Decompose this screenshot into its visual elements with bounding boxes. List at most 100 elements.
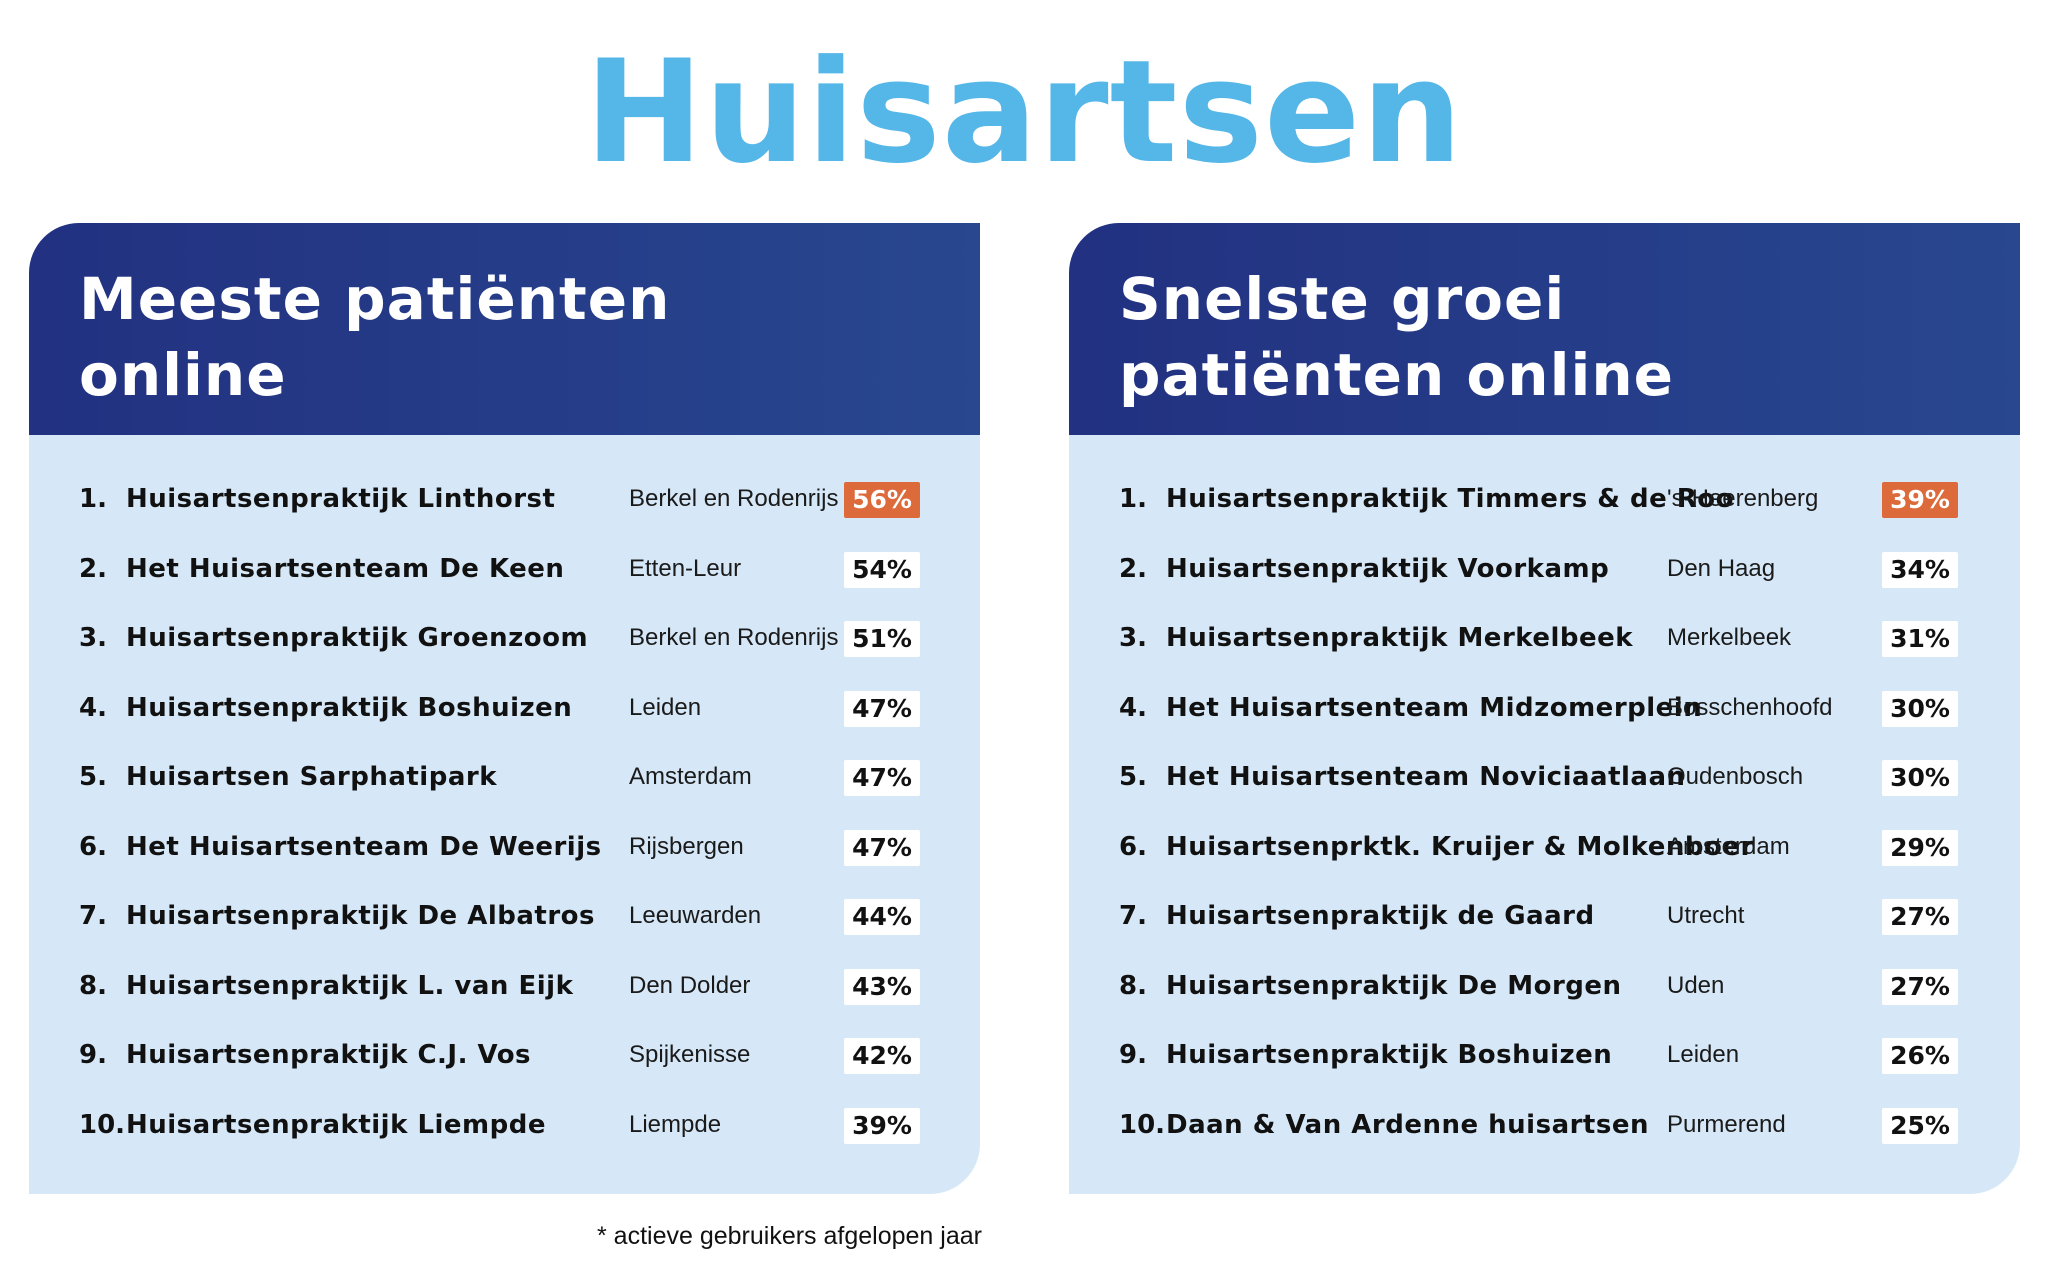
- ranking-row: 8. Huisartsenpraktijk De Morgen Uden 27%: [1069, 956, 2020, 1016]
- city-name: Den Haag: [1667, 554, 1776, 582]
- practice-name: Het Huisartsenteam De Keen: [126, 553, 565, 584]
- ranking-row: 9. Huisartsenpraktijk Boshuizen Leiden 26%: [1069, 1025, 2020, 1085]
- practice-name: Huisartsenpraktijk De Albatros: [126, 901, 595, 931]
- practice-name: Huisartsenpraktijk Groenzoom: [126, 623, 589, 653]
- rank-number: 7.: [79, 901, 107, 931]
- panel-header: Meeste patiënten online: [29, 223, 980, 435]
- percentage-badge: 44%: [844, 899, 920, 935]
- practice-name: Huisartsen Sarphatipark: [126, 762, 497, 792]
- percentage-badge: 30%: [1882, 690, 1958, 727]
- practice-name: Het Huisartsenteam Midzomerplein: [1166, 692, 1703, 723]
- rank-number: 8.: [1119, 970, 1147, 1001]
- city-name: Leiden: [629, 693, 702, 721]
- panel-title: Meeste patiënten online: [79, 261, 670, 413]
- percentage-badge: 42%: [844, 1038, 920, 1074]
- practice-name: Huisartsenpraktijk De Morgen: [1166, 970, 1622, 1001]
- practice-name: Huisartsenpraktijk Timmers & de Roo: [1166, 484, 1735, 514]
- percentage-badge: 25%: [1882, 1107, 1958, 1144]
- panel-fastest-growth: Snelste groei patiënten online 1. Huisart…: [1069, 223, 2020, 1194]
- percentage-badge: 30%: [1882, 760, 1958, 796]
- percentage-badge: 51%: [844, 621, 920, 657]
- percentage-badge: 54%: [844, 551, 920, 588]
- city-name: Leiden: [1667, 1041, 1740, 1068]
- rank-number: 7.: [1119, 901, 1147, 931]
- panel-most-patients: Meeste patiënten online 1. Huisartsenprak…: [29, 223, 980, 1194]
- rank-number: 8.: [79, 970, 107, 1001]
- ranking-row: 1. Huisartsenpraktijk Linthorst Berkel en …: [29, 469, 980, 529]
- percentage-badge: 39%: [844, 1107, 920, 1144]
- rank-number: 5.: [79, 762, 107, 792]
- city-name: Spijkenisse: [629, 1041, 751, 1068]
- practice-name: Huisartsenpraktijk Voorkamp: [1166, 553, 1610, 584]
- practice-name: Daan & Van Ardenne huisartsen: [1166, 1109, 1649, 1140]
- rank-number: 10.: [79, 1109, 126, 1140]
- panel-header: Snelste groei patiënten online: [1069, 223, 2020, 435]
- percentage-badge: 27%: [1882, 968, 1958, 1005]
- ranking-row: 2. Het Huisartsenteam De Keen Etten-Leur 54…: [29, 539, 980, 599]
- rank-number: 4.: [79, 692, 107, 723]
- practice-name: Huisartsenpraktijk Linthorst: [126, 484, 556, 514]
- percentage-badge: 47%: [844, 690, 920, 727]
- practice-name: Huisartsenpraktijk Liempde: [126, 1109, 546, 1140]
- city-name: Den Dolder: [629, 971, 751, 999]
- ranking-row: 1. Huisartsenpraktijk Timmers & de Roo's-…: [1069, 469, 2020, 529]
- percentage-badge: 34%: [1882, 551, 1958, 588]
- practice-name: Huisartsenpraktijk de Gaard: [1166, 901, 1595, 931]
- rank-number: 6.: [1119, 831, 1147, 862]
- percentage-badge: 27%: [1882, 899, 1958, 935]
- percentage-badge: 47%: [844, 760, 920, 796]
- city-name: Purmerend: [1667, 1110, 1786, 1138]
- rank-number: 10.: [1119, 1109, 1166, 1140]
- percentage-badge: 39%: [1882, 482, 1958, 518]
- rank-number: 1.: [1119, 484, 1147, 514]
- city-name: Amsterdam: [629, 763, 752, 790]
- panel-title-line1: Snelste groei: [1119, 265, 1566, 333]
- rank-number: 6.: [79, 831, 107, 862]
- percentage-badge: 47%: [844, 829, 920, 866]
- city-name: Berkel en Rodenrijs: [629, 624, 839, 651]
- city-name: Oudenbosch: [1667, 763, 1804, 790]
- practice-name: Huisartsenpraktijk Boshuizen: [126, 692, 573, 723]
- rank-number: 2.: [79, 553, 107, 584]
- city-name: Bosschenhoofd: [1667, 693, 1833, 721]
- ranking-row: 10. Huisartsenpraktijk Liempde Liempde 39%: [29, 1095, 980, 1155]
- rank-number: 9.: [1119, 1040, 1147, 1070]
- ranking-row: 5. Huisartsen Sarphatipark Amsterdam 47%: [29, 747, 980, 807]
- ranking-row: 3. Huisartsenpraktijk Groenzoom Berkel en …: [29, 608, 980, 668]
- ranking-row: 10. Daan & Van Ardenne huisartsen Purmeren…: [1069, 1095, 2020, 1155]
- percentage-badge: 56%: [844, 482, 920, 518]
- footnote: * actieve gebruikers afgelopen jaar: [597, 1222, 982, 1250]
- ranking-row: 7. Huisartsenpraktijk De Albatros Leeuward…: [29, 886, 980, 946]
- percentage-badge: 29%: [1882, 829, 1958, 866]
- rank-number: 5.: [1119, 762, 1147, 792]
- rank-number: 4.: [1119, 692, 1147, 723]
- ranking-row: 7. Huisartsenpraktijk de Gaard Utrecht 27%: [1069, 886, 2020, 946]
- city-name: Rijsbergen: [629, 832, 744, 860]
- percentage-badge: 31%: [1882, 621, 1958, 657]
- ranking-row: 6. Huisartsenprktk. Kruijer & Molkenboer A…: [1069, 817, 2020, 877]
- percentage-badge: 43%: [844, 968, 920, 1005]
- city-name: Etten-Leur: [629, 554, 742, 582]
- practice-name: Huisartsenpraktijk C.J. Vos: [126, 1040, 532, 1070]
- panel-title: Snelste groei patiënten online: [1119, 261, 1674, 413]
- ranking-row: 2. Huisartsenpraktijk Voorkamp Den Haag 34%: [1069, 539, 2020, 599]
- page-title: Huisartsen: [584, 30, 1464, 195]
- percentage-badge: 26%: [1882, 1038, 1958, 1074]
- rank-number: 9.: [79, 1040, 107, 1070]
- panel-title-line2: online: [79, 341, 287, 409]
- rank-number: 3.: [79, 623, 107, 653]
- practice-name: Het Huisartsenteam De Weerijs: [126, 831, 602, 862]
- ranking-row: 4. Het Huisartsenteam Midzomerplein Bossch…: [1069, 678, 2020, 738]
- practice-name: Huisartsenpraktijk Merkelbeek: [1166, 623, 1634, 653]
- ranking-row: 3. Huisartsenpraktijk Merkelbeek Merkelbee…: [1069, 608, 2020, 668]
- panel-title-line1: Meeste patiënten: [79, 265, 671, 333]
- practice-name: Huisartsenprktk. Kruijer & Molkenboer: [1166, 831, 1754, 862]
- city-name: Merkelbeek: [1667, 624, 1792, 651]
- ranking-row: 4. Huisartsenpraktijk Boshuizen Leiden 47%: [29, 678, 980, 738]
- ranking-row: 6. Het Huisartsenteam De Weerijs Rijsberge…: [29, 817, 980, 877]
- city-name: 's-Heerenberg: [1667, 485, 1819, 512]
- ranking-row: 8. Huisartsenpraktijk L. van Eijk Den Dold…: [29, 956, 980, 1016]
- ranking-row: 5. Het Huisartsenteam Noviciaatlaan Oudenb…: [1069, 747, 2020, 807]
- city-name: Leeuwarden: [629, 902, 762, 929]
- practice-name: Huisartsenpraktijk L. van Eijk: [126, 970, 574, 1001]
